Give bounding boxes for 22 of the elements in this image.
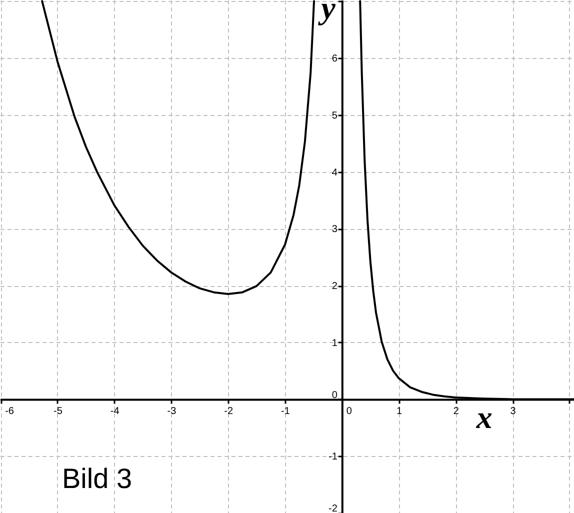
x-tick-label: -1 — [281, 406, 290, 417]
y-tick-label: 2 — [332, 281, 338, 292]
y-tick-label: -2 — [328, 504, 338, 513]
y-tick-label: 6 — [332, 54, 338, 65]
x-axis-title: x — [475, 398, 492, 435]
x-tick-label: 0 — [346, 406, 352, 417]
x-tick-label: 2 — [453, 406, 460, 417]
x-tick-label: -5 — [54, 406, 63, 417]
y-tick-label: 1 — [332, 338, 338, 349]
x-tick-label: -6 — [5, 406, 14, 417]
x-tick-label: 3 — [510, 406, 516, 417]
x-tick-label: -4 — [110, 406, 120, 417]
y-tick-label: 4 — [332, 167, 338, 178]
y-axis-title: y — [317, 0, 336, 26]
x-tick-label: -3 — [167, 406, 177, 417]
annotation: Bild 3 — [62, 463, 132, 494]
x-tick-label: -2 — [224, 406, 234, 417]
y-tick-label: 5 — [332, 110, 338, 122]
y-tick-label: 0 — [332, 390, 338, 401]
y-tick-label: 3 — [332, 224, 338, 236]
y-tick-label: -1 — [328, 452, 338, 463]
x-tick-label: 1 — [396, 406, 403, 417]
